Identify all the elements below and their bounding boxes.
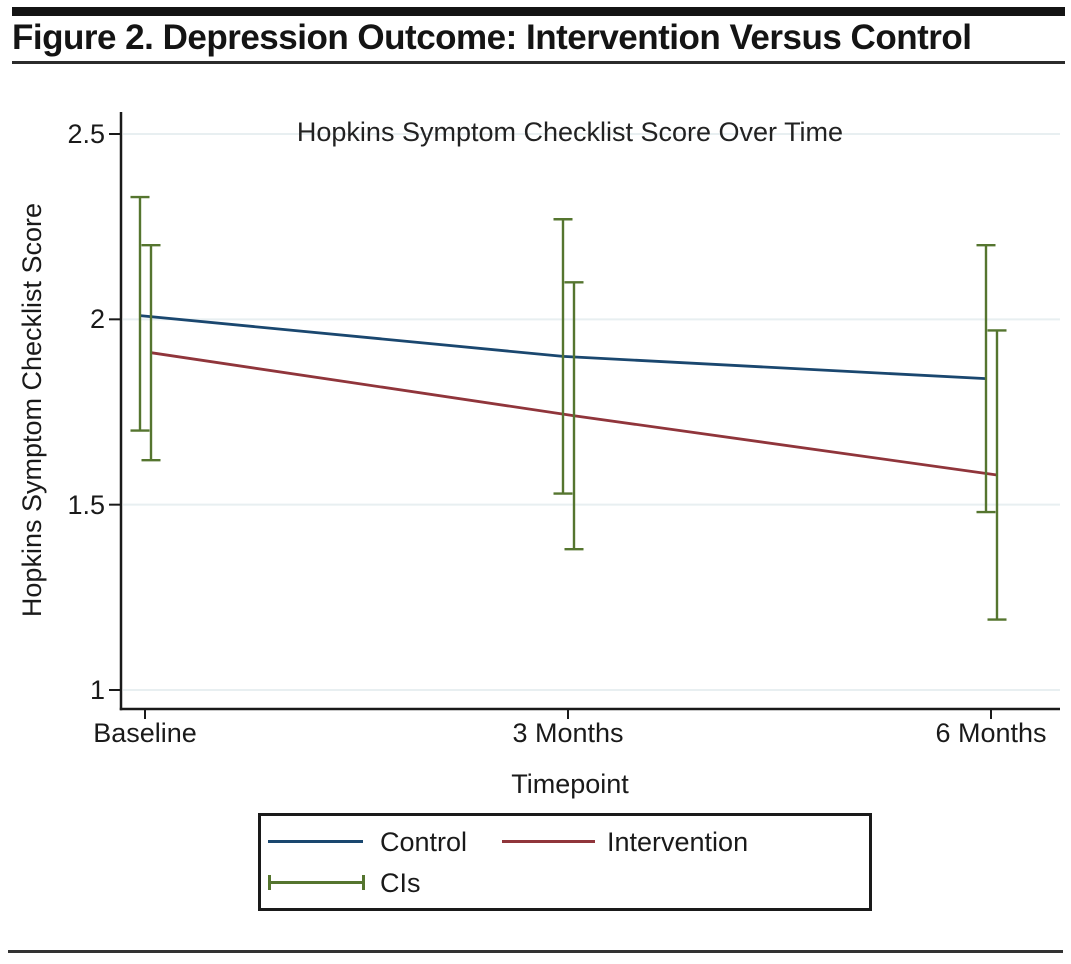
x-tick-label: 3 Months	[512, 718, 624, 748]
bottom-rule	[8, 950, 1063, 953]
legend-label-cis: CIs	[380, 868, 421, 898]
figure-title: Figure 2. Depression Outcome: Interventi…	[12, 18, 972, 57]
x-tick-label: 6 Months	[935, 718, 1047, 748]
top-rule	[12, 7, 1065, 16]
control-line-swatch	[268, 840, 363, 843]
ci-errorbar-swatch-cap	[268, 875, 271, 890]
intervention-line-swatch	[502, 840, 595, 843]
y-axis-label: Hopkins Symptom Checklist Score	[17, 202, 47, 618]
ci-errorbar-swatch-cap	[362, 875, 365, 890]
y-tick-label: 1.5	[67, 490, 105, 520]
legend-box: Control Intervention CIs	[258, 813, 872, 911]
legend-label-intervention: Intervention	[607, 827, 749, 857]
chart-title: Hopkins Symptom Checklist Score Over Tim…	[296, 117, 844, 147]
legend-label-control: Control	[380, 827, 468, 857]
ci-errorbar-swatch	[268, 881, 365, 884]
y-tick-label: 2	[89, 304, 105, 334]
y-tick-label: 2.5	[67, 119, 105, 149]
x-axis-label: Timepoint	[511, 769, 629, 799]
header-underline	[12, 61, 1065, 64]
x-tick-label: Baseline	[93, 718, 197, 748]
y-tick-label: 1	[89, 675, 105, 705]
